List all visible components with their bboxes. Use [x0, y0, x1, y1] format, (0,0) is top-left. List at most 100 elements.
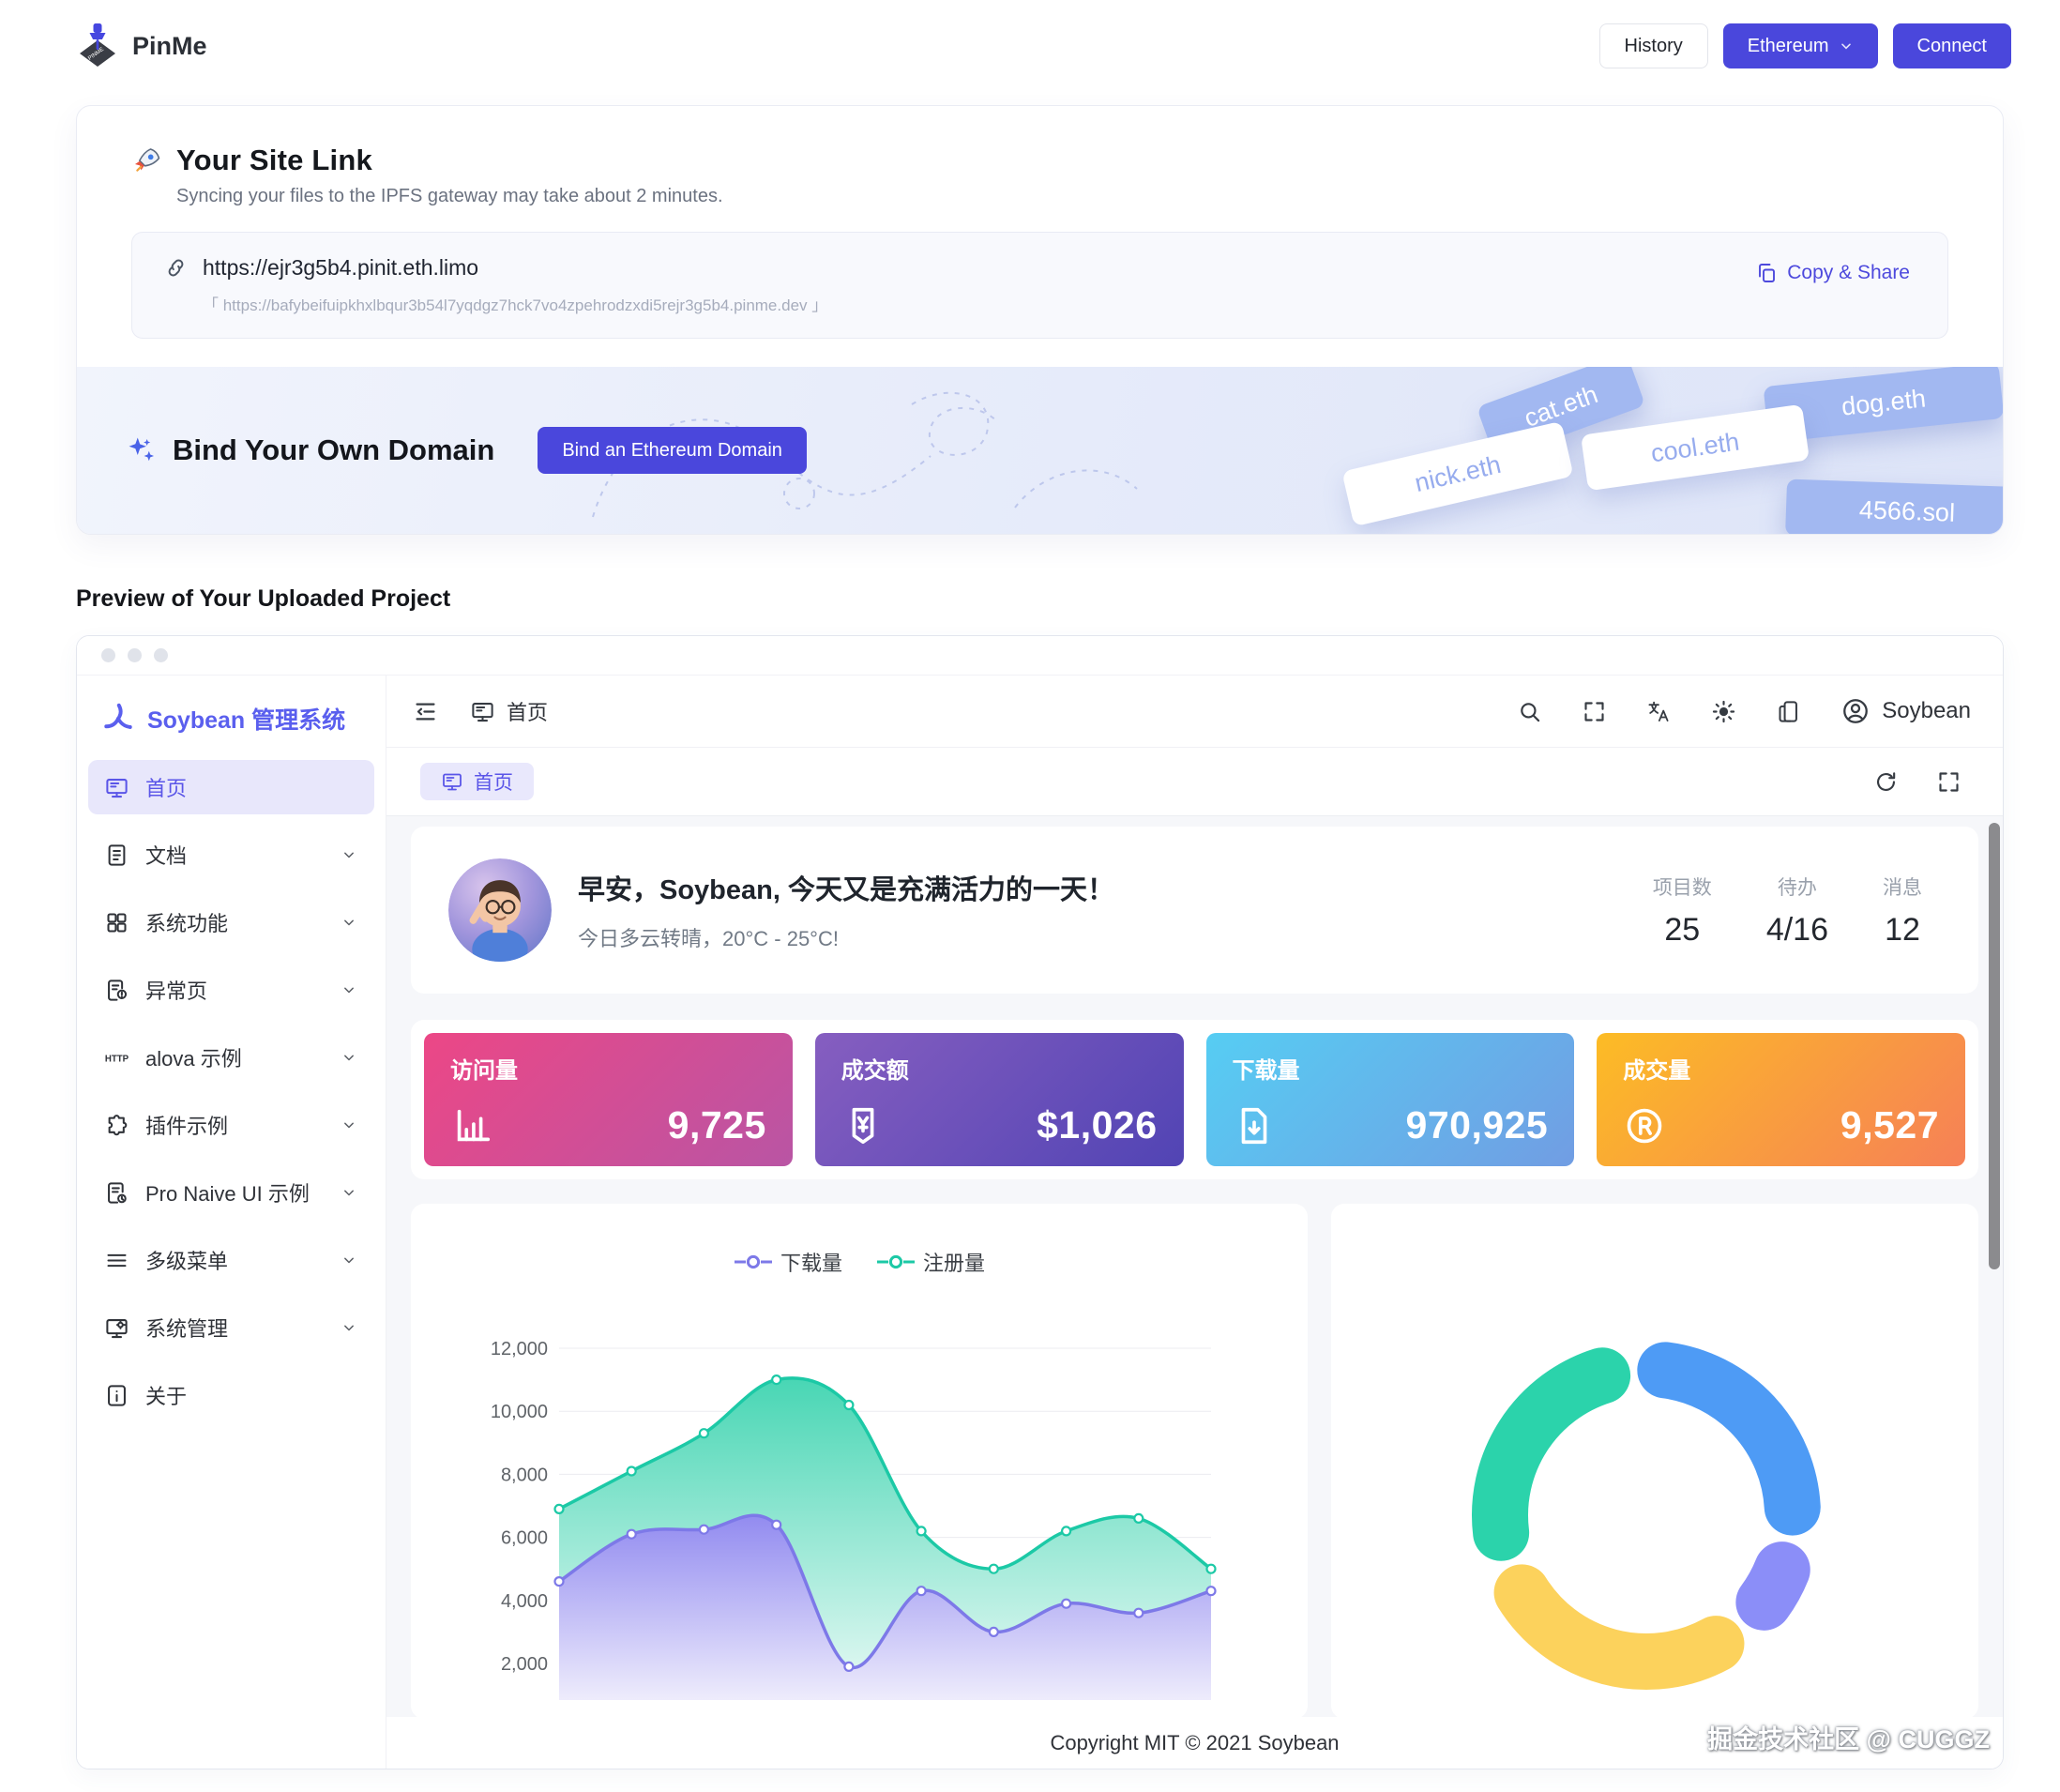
greeting-stat: 项目数 25 — [1652, 876, 1712, 948]
connect-button[interactable]: Connect — [1892, 23, 2011, 68]
admin-main: 首页 — [386, 676, 2003, 1769]
admin-footer: Copyright MIT © 2021 Soybean — [386, 1717, 2003, 1769]
line-chart-card: 下载量 注册量 12,000 10,000 8,000 6,000 4,000 2,000 — [411, 1204, 1308, 1717]
sidebar-item-monitor-dashboard[interactable]: 首页 — [88, 760, 374, 814]
greeting-stat: 消息 12 — [1883, 876, 1922, 948]
preview-heading: Preview of Your Uploaded Project — [76, 585, 451, 612]
kpi-card: 成交量 9,527 — [1597, 1033, 1965, 1166]
preview-scrollbar[interactable] — [1989, 823, 2000, 1269]
bind-ethereum-domain-button[interactable]: Bind an Ethereum Domain — [538, 427, 807, 474]
network-select[interactable]: Ethereum — [1722, 23, 1878, 68]
svg-text:4,000: 4,000 — [501, 1591, 548, 1612]
site-url[interactable]: https://ejr3g5b4.pinit.eth.limo — [203, 255, 479, 280]
chevron-down-icon — [340, 1318, 358, 1337]
sidebar-item-system-manage[interactable]: 系统管理 — [88, 1300, 374, 1355]
sidebar-item-label: Pro Naive UI 示例 — [145, 1182, 310, 1206]
breadcrumb-home[interactable]: 首页 — [470, 696, 548, 726]
sidebar-item-http[interactable]: HTTP alova 示例 — [88, 1030, 374, 1085]
sidebar-collapse-icon[interactable] — [413, 699, 438, 724]
legend-item[interactable]: 下载量 — [734, 1247, 842, 1277]
sidebar-item-label: 插件示例 — [145, 1115, 229, 1138]
sidebar-item-page-error[interactable]: 异常页 — [88, 963, 374, 1017]
sidebar-item-label: 文档 — [145, 844, 188, 868]
rocket-icon — [131, 144, 163, 176]
tab-home[interactable]: 首页 — [420, 763, 534, 800]
link-icon — [164, 256, 188, 280]
sidebar-menu: 首页文档系统功能异常页 HTTP alova 示例 插件示例 Pro Naive UI … — [77, 752, 386, 1422]
kpi-label: 下载量 — [1232, 1058, 1300, 1084]
window-dot — [101, 648, 115, 662]
sidebar-item-document[interactable]: 文档 — [88, 828, 374, 882]
monitor-icon — [470, 699, 495, 724]
light-theme-icon[interactable] — [1711, 699, 1736, 724]
sidebar-item-info[interactable]: 关于 — [88, 1368, 374, 1422]
search-icon[interactable] — [1517, 699, 1542, 724]
http-icon: HTTP — [104, 1045, 129, 1071]
sidebar-item-label: alova 示例 — [145, 1047, 242, 1071]
svg-text:HTTP: HTTP — [105, 1054, 129, 1064]
sidebar-item-label: 首页 — [145, 777, 188, 800]
chevron-down-icon — [340, 913, 358, 932]
history-button[interactable]: History — [1598, 23, 1708, 68]
greeting-title: 早安，Soybean, 今天又是充满活力的一天！ — [578, 875, 1114, 905]
site-link-subtitle: Syncing your files to the IPFS gateway m… — [176, 186, 723, 206]
sidebar-item-document-badge[interactable]: Pro Naive UI 示例 — [88, 1165, 374, 1220]
refresh-icon[interactable] — [1873, 769, 1899, 795]
downloads-registrations-chart: 12,000 10,000 8,000 6,000 4,000 2,000 — [491, 1339, 1217, 1700]
kpi-value: 9,527 — [1840, 1103, 1939, 1147]
user-menu[interactable]: Soybean — [1840, 696, 1971, 726]
greeting-card: 早安，Soybean, 今天又是充满活力的一天！ 今日多云转晴，20°C - 2… — [411, 827, 1978, 994]
tab-bar: 首页 — [386, 748, 2003, 816]
user-avatar-image — [448, 858, 552, 962]
kpi-card: 下载量 970,925 — [1205, 1033, 1575, 1166]
admin-brand-name: Soybean 管理系统 — [147, 707, 346, 734]
admin-brand[interactable]: Soybean 管理系统 — [77, 676, 386, 752]
site-ipfs-url: 「 https://bafybeifuipkhxlbqur3b54l7yqdgz… — [203, 296, 828, 314]
theme-config-icon[interactable] — [1776, 699, 1801, 724]
site-link-card: Your Site Link Syncing your files to the… — [76, 105, 2004, 535]
svg-text:8,000: 8,000 — [501, 1465, 548, 1485]
puzzle-icon — [104, 1113, 129, 1138]
chevron-down-icon — [340, 980, 358, 999]
sidebar-item-label: 异常页 — [145, 980, 208, 1003]
sidebar-item-menu-lines[interactable]: 多级菜单 — [88, 1233, 374, 1287]
kpi-label: 成交量 — [1623, 1058, 1691, 1084]
copy-share-button[interactable]: Copy & Share — [1749, 261, 1916, 285]
registered-icon — [1623, 1104, 1666, 1147]
legend-marker-icon — [877, 1254, 915, 1269]
donut-chart — [1472, 1342, 1821, 1690]
admin-sidebar: Soybean 管理系统 首页文档系统功能异常页 HTTP alova 示例 插件示例… — [77, 676, 386, 1769]
kpi-card-row: 访问量 9,725 成交额 $1,026 下载量 970,925 成交量 9,527 — [411, 1020, 1978, 1179]
sidebar-item-apps-grid[interactable]: 系统功能 — [88, 895, 374, 949]
chevron-down-icon — [340, 1251, 358, 1269]
admin-topbar: 首页 — [386, 676, 2003, 748]
network-label: Ethereum — [1747, 35, 1829, 56]
sidebar-item-puzzle[interactable]: 插件示例 — [88, 1098, 374, 1152]
greeting-subtitle: 今日多云转晴，20°C - 25°C! — [578, 927, 839, 950]
svg-text:12,000: 12,000 — [491, 1339, 548, 1359]
yen-badge-icon — [841, 1104, 885, 1147]
kpi-card: 成交额 $1,026 — [814, 1033, 1184, 1166]
watermark-text: 掘金技术社区 @ CUGGZ — [1707, 1725, 1990, 1754]
document-icon — [104, 843, 129, 868]
window-dot — [154, 648, 168, 662]
menu-lines-icon — [104, 1248, 129, 1273]
sidebar-item-label: 多级菜单 — [145, 1250, 229, 1273]
header-actions: History Ethereum Connect — [1598, 23, 2011, 68]
page-error-icon — [104, 978, 129, 1003]
fullscreen-content-icon[interactable] — [1936, 769, 1962, 795]
system-manage-icon — [104, 1315, 129, 1341]
document-badge-icon — [104, 1180, 129, 1206]
brand-name: PinMe — [132, 31, 207, 60]
sidebar-item-label: 系统管理 — [145, 1317, 229, 1341]
monitor-dashboard-icon — [104, 775, 129, 800]
legend-item[interactable]: 注册量 — [876, 1247, 985, 1277]
translate-icon[interactable] — [1646, 699, 1672, 724]
site-link-title: Your Site Link — [176, 144, 372, 176]
user-avatar-icon — [1840, 696, 1871, 726]
kpi-value: 970,925 — [1405, 1103, 1549, 1147]
bar-chart-icon — [450, 1104, 493, 1147]
pinme-logo-icon: PINME — [76, 22, 119, 70]
fullscreen-icon[interactable] — [1582, 699, 1607, 724]
